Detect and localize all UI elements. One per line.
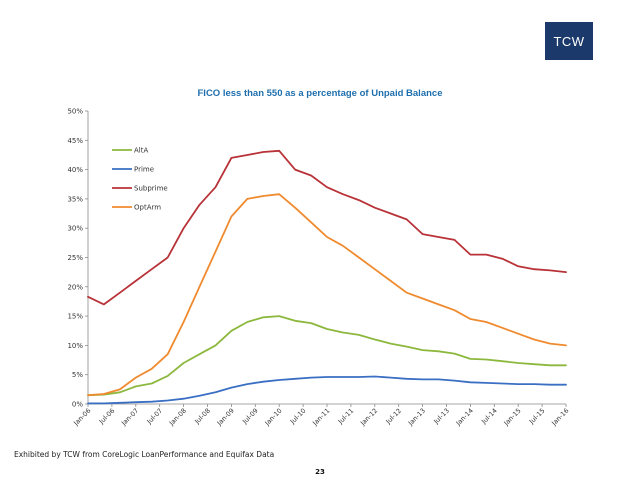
x-tick-label: Jan-15 xyxy=(502,407,523,428)
x-tick-label: Jan-13 xyxy=(406,407,427,428)
y-tick-label: 45% xyxy=(67,137,83,145)
series-line-prime xyxy=(87,375,567,405)
x-tick-label: Jul-15 xyxy=(527,407,546,426)
series-line-subprime xyxy=(87,149,567,306)
y-tick-label: 30% xyxy=(67,225,83,233)
x-tick-label: Jul-11 xyxy=(336,407,355,426)
legend: AltA Prime Subprime OptArm xyxy=(112,147,168,212)
x-tick-label: Jul-10 xyxy=(288,407,307,426)
x-tick-label: Jul-06 xyxy=(97,407,116,426)
x-tick-label: Jul-13 xyxy=(431,407,450,426)
legend-label: Subprime xyxy=(134,185,168,193)
source-footnote: Exhibited by TCW from CoreLogic LoanPerf… xyxy=(14,450,275,459)
series-line-alta xyxy=(87,315,567,397)
x-axis: Jan-06 Jul-06 Jan-07 Jul-07 Jan-08 Jul-08 Jan-… xyxy=(71,403,570,428)
series-line-optarm xyxy=(87,193,567,397)
legend-label: Prime xyxy=(134,166,154,174)
chart-title: FICO less than 550 as a percentage of Un… xyxy=(197,88,443,99)
x-tick-label: Jul-14 xyxy=(479,407,498,426)
y-tick-label: 40% xyxy=(67,166,83,174)
x-tick-label: Jan-07 xyxy=(119,407,140,428)
x-tick-label: Jan-09 xyxy=(215,407,236,428)
x-tick-label: Jul-09 xyxy=(240,407,259,426)
y-tick-label: 35% xyxy=(67,195,83,203)
x-tick-label: Jul-12 xyxy=(384,407,403,426)
x-tick-label: Jan-06 xyxy=(71,407,92,428)
x-tick-label: Jan-14 xyxy=(454,407,475,428)
y-tick-label: 10% xyxy=(67,342,83,350)
x-tick-label: Jan-12 xyxy=(358,407,379,428)
x-tick-label: Jan-11 xyxy=(310,407,331,428)
y-tick-label: 5% xyxy=(72,371,83,379)
page-number: 23 xyxy=(315,468,325,476)
y-axis: 0% 5% 10% 15% 20% 25% 30% 35% 40% 45% 50% xyxy=(67,108,89,409)
legend-label: AltA xyxy=(134,147,148,155)
tcw-logo: TCW xyxy=(545,22,593,60)
x-tick-label: Jan-08 xyxy=(167,407,188,428)
y-tick-label: 15% xyxy=(67,313,83,321)
y-tick-label: 0% xyxy=(72,401,83,409)
x-tick-label: Jan-16 xyxy=(549,407,570,428)
x-tick-label: Jul-07 xyxy=(145,407,164,426)
y-tick-label: 20% xyxy=(67,283,83,291)
series-layer xyxy=(87,149,567,405)
x-tick-label: Jul-08 xyxy=(192,407,211,426)
legend-label: OptArm xyxy=(134,204,161,212)
x-tick-label: Jan-10 xyxy=(263,407,284,428)
y-tick-label: 50% xyxy=(67,108,83,116)
y-tick-label: 25% xyxy=(67,254,83,262)
